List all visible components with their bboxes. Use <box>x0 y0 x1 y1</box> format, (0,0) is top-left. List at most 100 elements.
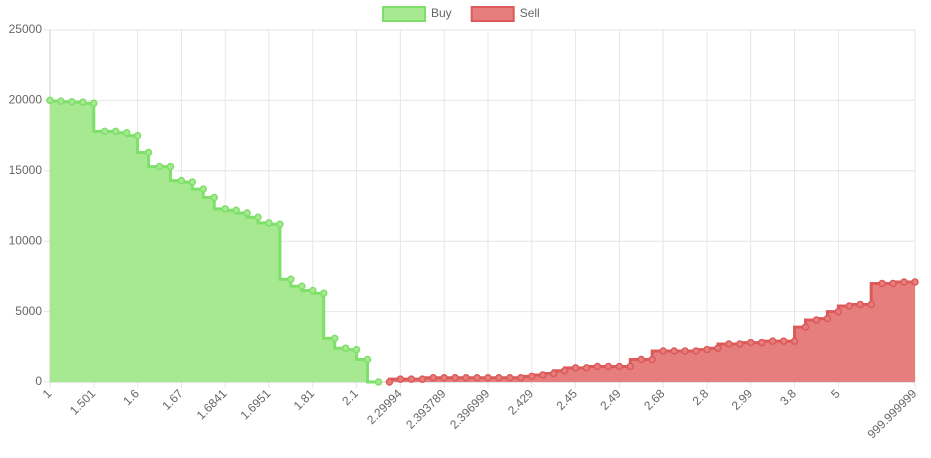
point <box>440 374 448 382</box>
legend-swatch <box>470 6 515 22</box>
point <box>396 375 405 383</box>
legend-label: Sell <box>520 6 540 20</box>
point <box>714 344 722 352</box>
point <box>549 369 558 378</box>
point <box>703 345 711 354</box>
point <box>221 205 229 213</box>
point <box>462 374 470 382</box>
point <box>768 337 777 345</box>
point <box>232 206 240 214</box>
point <box>57 97 65 105</box>
point <box>801 323 810 331</box>
point <box>330 334 339 343</box>
point <box>144 148 153 157</box>
point <box>188 178 197 186</box>
point <box>528 372 536 381</box>
point <box>166 162 175 171</box>
point <box>757 338 766 347</box>
point <box>736 340 744 348</box>
x-tick-label: 1.6841 <box>194 386 230 422</box>
point <box>659 347 667 355</box>
point <box>276 220 284 229</box>
point <box>177 176 186 185</box>
point <box>374 378 383 386</box>
point <box>451 374 459 382</box>
area <box>389 282 915 382</box>
x-tick-label: 1.6951 <box>237 386 273 422</box>
point <box>495 374 503 382</box>
point <box>287 275 295 283</box>
point <box>265 219 273 227</box>
y-tick-label: 10000 <box>9 233 43 247</box>
point <box>670 347 678 355</box>
point <box>243 209 251 217</box>
point <box>385 378 394 386</box>
point <box>648 355 656 364</box>
point <box>856 300 865 309</box>
point <box>538 371 547 379</box>
point <box>681 347 689 355</box>
point <box>812 316 821 324</box>
point <box>626 362 635 371</box>
point <box>571 364 580 372</box>
point <box>560 366 569 375</box>
point <box>298 282 306 291</box>
point <box>363 355 372 364</box>
point <box>911 278 919 286</box>
point <box>473 374 481 382</box>
point <box>429 374 437 382</box>
x-tick-label: 1.81 <box>291 386 318 413</box>
point <box>823 314 832 323</box>
point <box>582 364 591 372</box>
legend-label: Buy <box>431 6 452 20</box>
x-tick-label: 2.49 <box>597 386 624 413</box>
point <box>111 127 120 136</box>
point <box>155 162 164 171</box>
y-tick-label: 5000 <box>15 304 42 318</box>
point <box>309 286 317 295</box>
x-tick-label: 2.99 <box>729 386 756 413</box>
point <box>484 374 492 382</box>
point <box>593 362 602 371</box>
x-tick-label: 5 <box>828 386 843 401</box>
y-tick-label: 20000 <box>9 93 43 107</box>
point <box>517 374 525 382</box>
point <box>352 345 361 354</box>
legend-swatch <box>382 6 426 22</box>
point <box>889 279 897 288</box>
x-tick-label: 999.999999 <box>865 386 920 441</box>
y-tick-label: 25000 <box>9 22 43 36</box>
x-tick-label: 2.429 <box>505 386 536 417</box>
point <box>834 307 843 316</box>
point <box>46 96 54 105</box>
x-tick-label: 2.68 <box>641 386 668 413</box>
point <box>418 375 427 383</box>
point <box>779 337 788 345</box>
y-tick-label: 0 <box>35 374 42 388</box>
x-tick-label: 3.8 <box>777 386 799 408</box>
area <box>50 100 379 383</box>
point <box>100 127 109 136</box>
point <box>199 185 208 193</box>
point <box>407 375 416 383</box>
point <box>878 279 886 288</box>
point <box>319 289 328 298</box>
x-tick-label: 2.29994 <box>364 386 405 427</box>
point <box>90 99 98 107</box>
point <box>133 131 142 140</box>
y-tick-label: 15000 <box>9 163 43 177</box>
point <box>604 362 613 371</box>
point <box>790 337 799 345</box>
point <box>637 355 646 364</box>
legend: Buy Sell <box>382 6 540 22</box>
x-tick-label: 1.501 <box>67 386 98 417</box>
point <box>254 213 262 222</box>
point <box>692 347 700 355</box>
point <box>341 344 350 352</box>
x-tick-label: 2.8 <box>690 386 712 408</box>
x-tick-label: 2.396999 <box>447 386 493 432</box>
x-tick-label: 2.393789 <box>403 386 449 432</box>
x-tick-label: 2.45 <box>554 386 581 413</box>
point <box>122 129 131 137</box>
